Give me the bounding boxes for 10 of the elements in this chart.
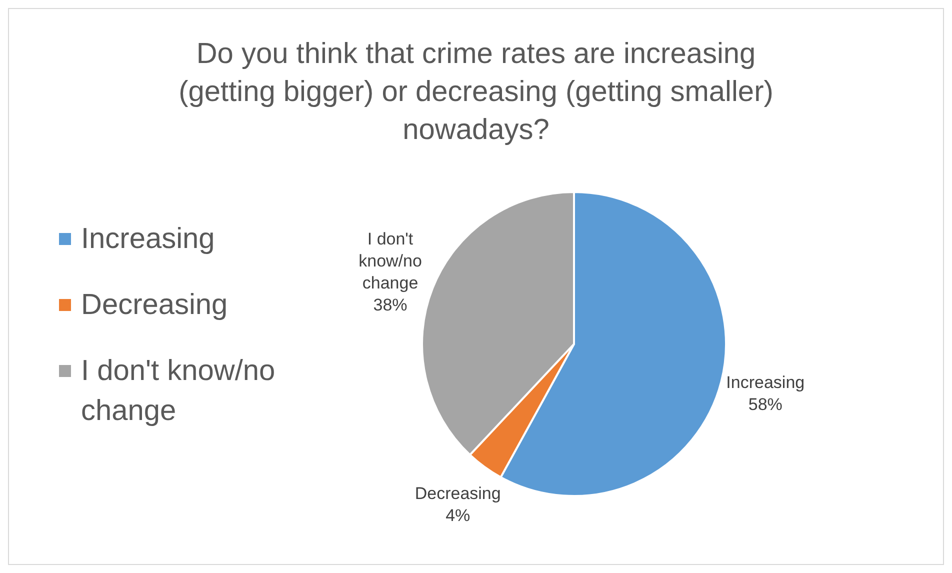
legend-label: I don't know/no change — [81, 354, 276, 429]
slice-label: Increasing — [726, 372, 805, 392]
data-label: 58% — [748, 394, 782, 414]
data-label: 4% — [446, 505, 470, 524]
data-label: 38% — [373, 294, 408, 314]
slice-label: Decreasing — [414, 483, 501, 502]
legend-label: Decreasing — [81, 288, 228, 323]
slice-label: I don't know/no change — [358, 228, 422, 292]
chart-title: Do you think that crime rates are increasing (getting bigger) or decreasing (getting smaller) nowadays? — [178, 37, 774, 148]
legend-label: Increasing — [81, 222, 215, 257]
